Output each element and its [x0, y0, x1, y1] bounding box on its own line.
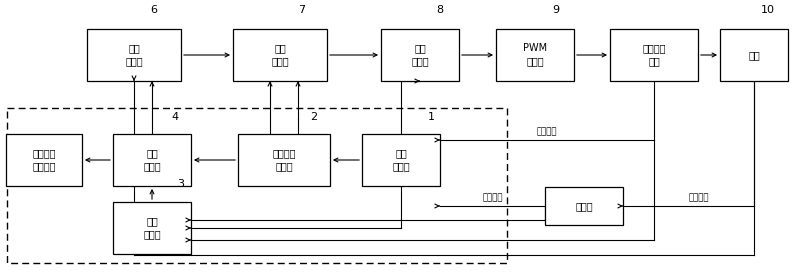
Text: 1: 1	[428, 112, 435, 122]
Text: PWM
生成器: PWM 生成器	[523, 43, 547, 66]
Text: 参数保存
和显示器: 参数保存 和显示器	[32, 148, 56, 171]
Text: 参数
检验器: 参数 检验器	[143, 216, 161, 240]
FancyBboxPatch shape	[6, 134, 82, 186]
Text: 求微分: 求微分	[575, 201, 593, 211]
Text: 8: 8	[436, 5, 443, 15]
Text: 电机拖动
负载: 电机拖动 负载	[642, 43, 666, 66]
Text: 控制器参数自动调整器: 控制器参数自动调整器	[17, 275, 76, 277]
Text: 转矩
控制器: 转矩 控制器	[411, 43, 429, 66]
FancyBboxPatch shape	[113, 134, 191, 186]
Text: 2: 2	[310, 112, 317, 122]
FancyBboxPatch shape	[496, 29, 574, 81]
FancyBboxPatch shape	[87, 29, 181, 81]
Text: 10: 10	[761, 5, 775, 15]
Text: 电机电流: 电机电流	[537, 127, 558, 136]
Text: 6: 6	[150, 5, 157, 15]
FancyBboxPatch shape	[720, 29, 788, 81]
Text: 码盘: 码盘	[748, 50, 760, 60]
Text: 4: 4	[171, 112, 178, 122]
Text: 电机速度: 电机速度	[482, 193, 502, 202]
FancyBboxPatch shape	[233, 29, 327, 81]
Text: 参数
优化器: 参数 优化器	[143, 148, 161, 171]
FancyBboxPatch shape	[610, 29, 698, 81]
Text: 速度
控制器: 速度 控制器	[271, 43, 289, 66]
Text: 3: 3	[177, 179, 184, 189]
Text: 位置
控制器: 位置 控制器	[125, 43, 143, 66]
FancyBboxPatch shape	[362, 134, 440, 186]
FancyBboxPatch shape	[238, 134, 330, 186]
Text: 参数初步
调整器: 参数初步 调整器	[272, 148, 296, 171]
FancyBboxPatch shape	[545, 187, 623, 225]
Text: 惯量
辨识器: 惯量 辨识器	[392, 148, 410, 171]
Text: 电机位置: 电机位置	[688, 193, 709, 202]
Text: 9: 9	[552, 5, 559, 15]
FancyBboxPatch shape	[113, 202, 191, 254]
FancyBboxPatch shape	[381, 29, 459, 81]
Text: 7: 7	[298, 5, 305, 15]
